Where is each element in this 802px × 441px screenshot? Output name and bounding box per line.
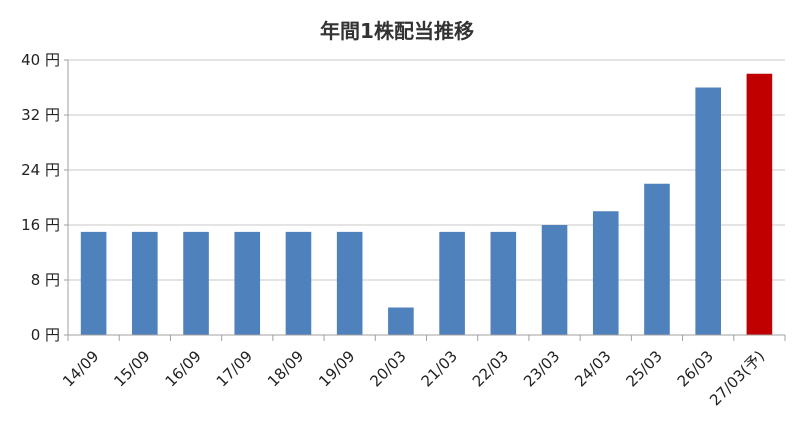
bar-21/03	[439, 231, 465, 335]
bar-24/03	[592, 211, 619, 335]
x-tick-label: 23/03	[520, 347, 563, 390]
y-tick-label: 24 円	[21, 161, 60, 179]
x-tick-label: 16/09	[162, 347, 205, 390]
gridlines	[68, 59, 785, 281]
bar-18/09	[285, 231, 312, 335]
x-tick-label: 27/03(予)	[706, 347, 768, 409]
bar-27/03(予)	[746, 73, 773, 335]
axes	[64, 59, 786, 341]
x-tick-label: 19/09	[315, 347, 358, 390]
bar-26/03	[695, 87, 721, 335]
x-tick-label: 18/09	[264, 347, 307, 390]
bar-23/03	[541, 225, 568, 335]
x-tick-label: 14/09	[59, 347, 102, 390]
x-tick-label: 15/09	[110, 347, 153, 390]
bar-20/03	[388, 307, 414, 335]
y-tick-labels: 0 円 8 円 16 円 24 円 32 円 40 円	[21, 51, 60, 344]
x-tick-label: 20/03	[366, 347, 409, 390]
bar-19/09	[336, 231, 363, 335]
x-tick-label: 21/03	[418, 347, 461, 390]
x-tick-label: 26/03	[674, 347, 717, 390]
x-tick-label: 22/03	[469, 347, 512, 390]
y-tick-label: 16 円	[21, 216, 60, 234]
y-tick-label: 8 円	[31, 271, 60, 289]
bar-14/09	[80, 231, 107, 335]
x-tick-label: 25/03	[622, 347, 665, 390]
chart-title: 年間1株配当推移	[320, 19, 474, 43]
x-tick-label: 17/09	[213, 347, 256, 390]
y-tick-label: 40 円	[21, 51, 60, 69]
bar-15/09	[132, 231, 158, 335]
bars	[80, 73, 773, 335]
y-tick-label: 32 円	[21, 106, 60, 124]
x-tick-label: 24/03	[571, 347, 614, 390]
y-tick-label: 0 円	[31, 326, 60, 344]
bar-17/09	[234, 231, 261, 335]
bar-22/03	[490, 231, 517, 335]
x-tick-labels: 14/09 15/09 16/09 17/09 18/09 19/09 20/03 21/03…	[59, 347, 768, 409]
bar-25/03	[644, 183, 670, 335]
bar-16/09	[183, 231, 209, 335]
